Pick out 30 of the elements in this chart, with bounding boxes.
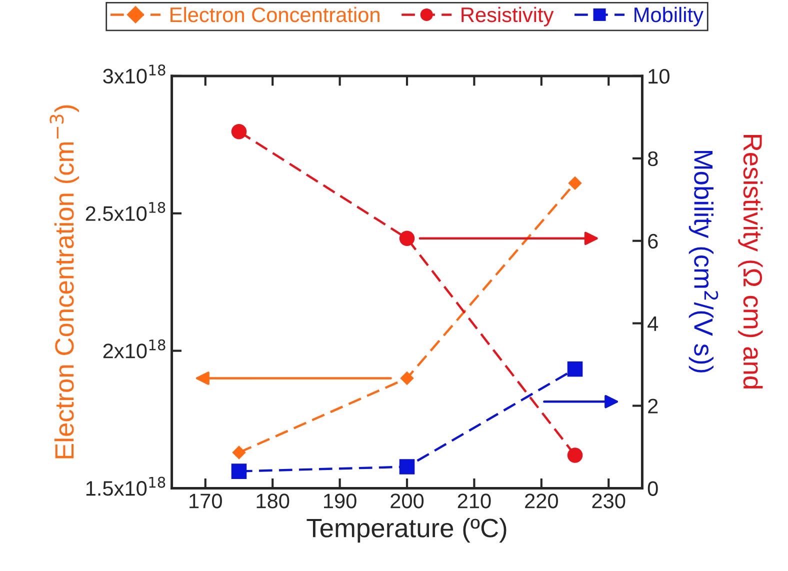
x-tick-label: 210: [458, 494, 491, 508]
y2-tick-label: 8: [648, 151, 658, 166]
legend-label: Electron Concentration: [170, 6, 380, 22]
x-axis-title: Temperature (ºC): [306, 518, 506, 543]
y-axis-title: Electron Concentration (cm$^{−3}$): [50, 105, 80, 458]
x-tick-label: 180: [256, 494, 290, 508]
point: [231, 124, 247, 140]
point: [399, 459, 415, 474]
y-tick-label: 2x10$^{18}$: [103, 339, 166, 358]
point: [231, 464, 247, 479]
y2-tick-label: 4: [648, 316, 658, 331]
y-tick-label: 2.5x10$^{18}$: [86, 202, 166, 221]
y-tick-label: 3x10$^{18}$: [103, 64, 166, 84]
legend-label: Resistivity: [462, 6, 554, 26]
x-tick-label: 220: [525, 494, 558, 508]
y2-tick-label: 0: [648, 481, 658, 496]
text: Mobility (cm$^{2}$/(V s)): [688, 150, 718, 372]
y2-tick-label: 2: [648, 398, 658, 414]
x-tick-label: 200: [390, 494, 424, 508]
point: [567, 361, 583, 377]
y2-tick-label: 10: [648, 68, 670, 84]
x-tick-label: 170: [190, 494, 222, 508]
y-tick-label: 1.5x10$^{18}$: [86, 476, 166, 496]
y2-tick-label: 6: [648, 234, 658, 249]
text: Resistivity (Ω cm) and: [738, 135, 763, 388]
x-tick-label: 190: [324, 494, 356, 508]
point: [399, 230, 415, 246]
x-tick-label: 230: [592, 494, 626, 508]
legend-label: Mobility: [634, 6, 704, 26]
point: [567, 448, 583, 463]
